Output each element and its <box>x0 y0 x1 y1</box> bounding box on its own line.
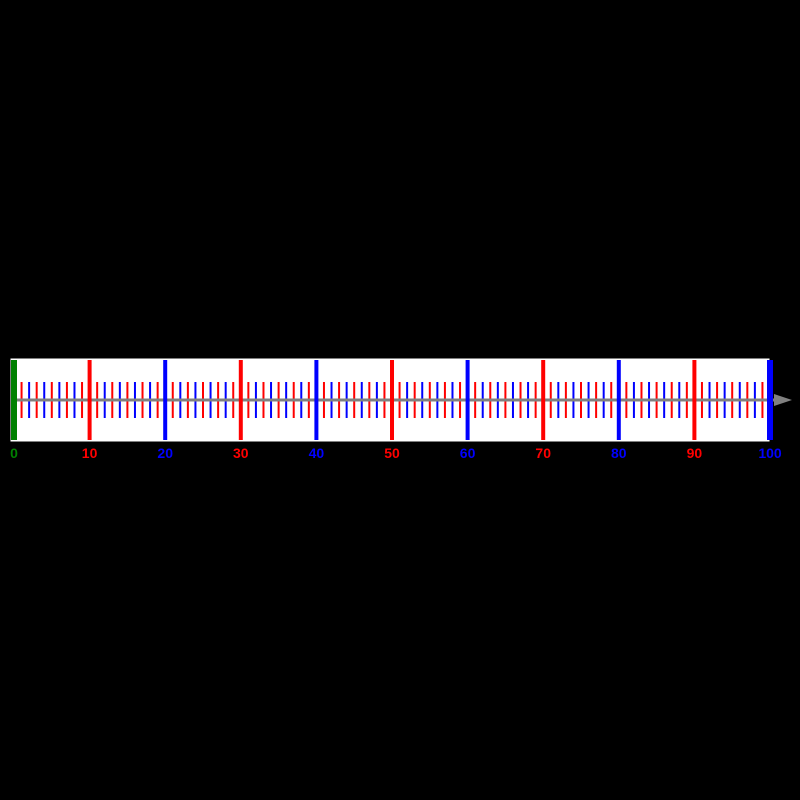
tick-label: 40 <box>309 445 325 461</box>
hundred_mark-label: 100 <box>758 445 782 461</box>
zero_origin-label: 0 <box>10 445 18 461</box>
tick-label: 10 <box>82 445 98 461</box>
tick-label: 80 <box>611 445 627 461</box>
arrow-right-icon <box>774 394 792 406</box>
stage: 10 20 30 40 50 60 70 80 90 0 100 <box>0 0 800 800</box>
tick-label: 50 <box>384 445 400 461</box>
number-line-diagram: 10 20 30 40 50 60 70 80 90 0 100 <box>0 0 800 800</box>
tick-label: 90 <box>687 445 703 461</box>
tick-label: 70 <box>535 445 551 461</box>
tick-label: 30 <box>233 445 249 461</box>
tick-labels: 10 20 30 40 50 60 70 80 90 0 100 <box>10 445 782 461</box>
tick-label: 60 <box>460 445 476 461</box>
tick-label: 20 <box>157 445 173 461</box>
